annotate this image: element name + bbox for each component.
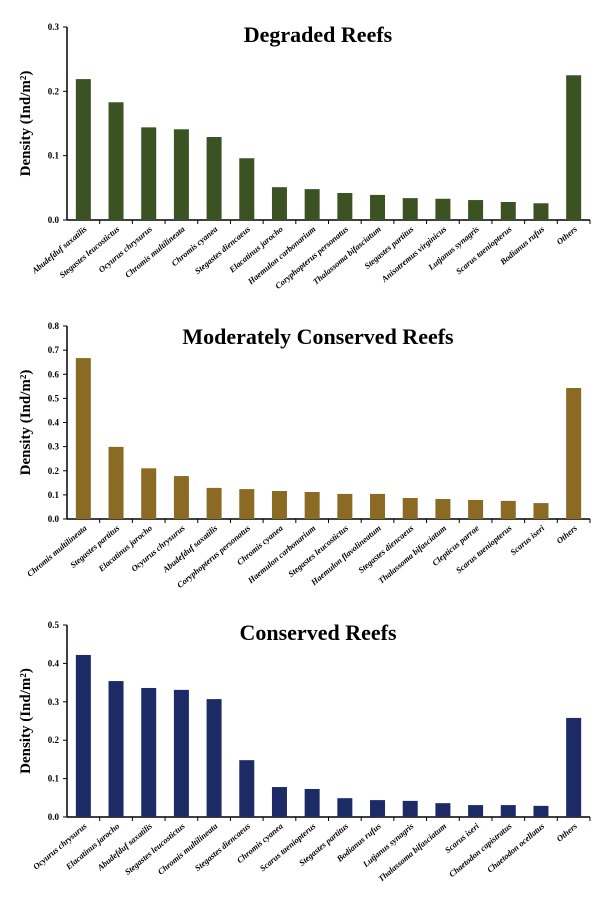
bar bbox=[239, 489, 255, 519]
bar bbox=[304, 788, 320, 817]
x-tick-label: Chromis multilineata bbox=[25, 522, 89, 578]
bar bbox=[141, 687, 157, 817]
bar bbox=[402, 498, 418, 519]
y-axis-label: Density (Ind/m²) bbox=[18, 370, 34, 476]
y-tick-label: 0.3 bbox=[48, 442, 60, 452]
x-tick-label: Others bbox=[554, 223, 579, 246]
bar bbox=[271, 491, 287, 519]
y-tick-label: 0.1 bbox=[48, 774, 60, 784]
bar bbox=[108, 681, 124, 817]
bar bbox=[370, 800, 386, 817]
y-tick-label: 0.2 bbox=[48, 735, 60, 745]
bar bbox=[402, 800, 418, 817]
y-tick-label: 0.7 bbox=[48, 345, 60, 355]
x-tick-label: Chaetodon ocellatus bbox=[485, 820, 547, 874]
bar bbox=[566, 388, 582, 519]
y-tick-label: 0.0 bbox=[48, 514, 60, 524]
bar bbox=[500, 805, 516, 817]
bar bbox=[533, 203, 549, 220]
chart-panel-2: Moderately Conserved Reefs Density (Ind/m… bbox=[18, 321, 591, 590]
bar bbox=[533, 805, 549, 817]
chart-panel-1: Degraded Reefs Density (Ind/m²) 0.0 0.1 0.2 0… bbox=[18, 22, 591, 291]
y-tick-label: 0.0 bbox=[48, 812, 60, 822]
y-tick-label: 0.1 bbox=[48, 490, 60, 500]
y-tick-label: 0.5 bbox=[48, 620, 60, 630]
bar bbox=[337, 798, 353, 817]
x-tick-label: Others bbox=[554, 522, 579, 545]
bar bbox=[206, 487, 222, 519]
x-tick-label: Stegastes leucostictus bbox=[57, 223, 122, 280]
bar bbox=[370, 493, 386, 519]
y-tick-label: 0.4 bbox=[48, 418, 60, 428]
y-tick-label: 0.2 bbox=[48, 466, 60, 476]
bar bbox=[435, 803, 451, 817]
bar bbox=[239, 760, 255, 817]
bar bbox=[75, 358, 91, 519]
bar bbox=[173, 476, 189, 519]
chart-title: Moderately Conserved Reefs bbox=[182, 324, 454, 349]
y-tick-label: 0.2 bbox=[48, 86, 60, 96]
chart-title: Degraded Reefs bbox=[244, 22, 393, 47]
bar bbox=[75, 79, 91, 220]
bar bbox=[173, 689, 189, 817]
bar bbox=[141, 468, 157, 519]
y-axis-label: Density (Ind/m²) bbox=[18, 71, 34, 177]
bar bbox=[141, 127, 157, 220]
bar bbox=[500, 201, 516, 220]
bar bbox=[370, 194, 386, 220]
x-tick-label: Scarus taeniopterus bbox=[454, 522, 514, 575]
y-tick-label: 0.1 bbox=[48, 151, 60, 161]
bar bbox=[533, 503, 549, 519]
x-tick-label: Stegastes diencaeus bbox=[193, 223, 253, 276]
bar bbox=[173, 129, 189, 220]
x-tick-label: Ocyurus chrysurus bbox=[31, 820, 89, 871]
y-tick-label: 0.3 bbox=[48, 697, 60, 707]
x-tick-label: Abudefduf saxatilis bbox=[160, 522, 220, 575]
bar bbox=[75, 654, 91, 817]
bar bbox=[566, 717, 582, 817]
bar bbox=[566, 75, 582, 220]
y-axis-label: Density (Ind/m²) bbox=[18, 668, 34, 774]
bar bbox=[402, 198, 418, 220]
bar bbox=[435, 498, 451, 519]
y-tick-label: 0.3 bbox=[48, 22, 60, 32]
y-tick-label: 0.8 bbox=[48, 321, 60, 331]
x-tick-label: Abudefduf saxatilis bbox=[29, 223, 89, 276]
bar bbox=[304, 491, 320, 519]
y-tick-label: 0.5 bbox=[48, 393, 60, 403]
bar bbox=[271, 187, 287, 220]
bar bbox=[468, 499, 484, 519]
x-tick-label: Scarus iseri bbox=[508, 522, 547, 557]
bar bbox=[500, 500, 516, 519]
bar bbox=[206, 137, 222, 220]
bar bbox=[468, 200, 484, 220]
x-tick-label: Chromis multilineata bbox=[123, 223, 187, 279]
y-tick-label: 0.4 bbox=[48, 658, 60, 668]
x-tick-label: Stegastes diencaeus bbox=[193, 820, 253, 873]
bar bbox=[337, 493, 353, 519]
x-tick-label: Scarus taeniopterus bbox=[258, 820, 318, 873]
x-tick-label: Scarus taeniopterus bbox=[454, 223, 514, 276]
bar bbox=[304, 189, 320, 220]
bar bbox=[239, 158, 255, 220]
bar bbox=[206, 699, 222, 817]
bar bbox=[468, 805, 484, 817]
bar bbox=[271, 787, 287, 817]
y-tick-label: 0.6 bbox=[48, 369, 60, 379]
chart-title: Conserved Reefs bbox=[239, 620, 396, 645]
x-tick-label: Chromis multilineata bbox=[156, 820, 220, 876]
bar bbox=[337, 192, 353, 220]
x-tick-label: Others bbox=[554, 820, 579, 843]
bar bbox=[108, 102, 124, 220]
bar bbox=[435, 198, 451, 220]
chart-panel-3: Conserved Reefs Density (Ind/m²) 0.0 0.1 0.2… bbox=[18, 620, 591, 884]
y-tick-label: 0.0 bbox=[48, 215, 60, 225]
x-tick-label: Abudefduf saxatilis bbox=[95, 820, 155, 873]
x-tick-label: Stegastes diencaeus bbox=[356, 522, 416, 575]
bar bbox=[108, 446, 124, 519]
